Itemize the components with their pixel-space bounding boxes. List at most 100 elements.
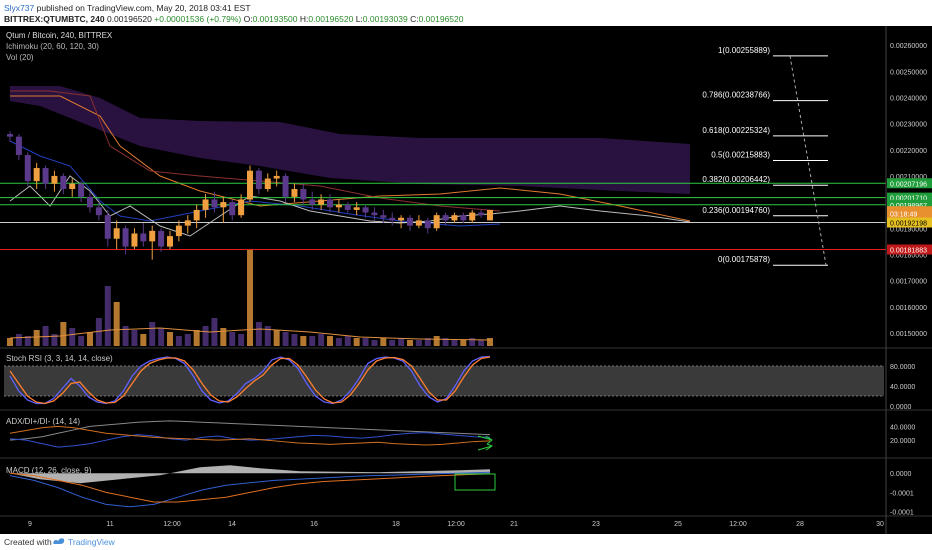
price-tag bbox=[887, 178, 932, 189]
candle bbox=[247, 170, 253, 200]
chart-area[interactable]: 1(0.00255889) 0.786(0.00238766) 0.618(0.00… bbox=[0, 26, 932, 534]
volume-bar bbox=[460, 340, 467, 346]
candle bbox=[7, 134, 13, 137]
price-tag-label: 0.00201710 bbox=[890, 196, 927, 203]
candle bbox=[362, 207, 369, 213]
senkou-span-line bbox=[10, 95, 691, 222]
candle bbox=[487, 209, 493, 221]
open-label: O: bbox=[243, 14, 253, 24]
volume-bar bbox=[487, 338, 493, 346]
adx-tick-label: 40.0000 bbox=[890, 424, 915, 431]
stoch-series-line bbox=[9, 355, 491, 405]
volume-bar bbox=[229, 332, 236, 346]
price-tick-label: 0.00240000 bbox=[890, 95, 927, 102]
volume-bar bbox=[15, 334, 22, 346]
price-pane[interactable]: 1(0.00255889) 0.786(0.00238766) 0.618(0.00… bbox=[0, 46, 886, 346]
volume-bar bbox=[33, 330, 40, 346]
adx-pane[interactable] bbox=[9, 420, 494, 451]
candle bbox=[398, 217, 405, 221]
candle bbox=[220, 202, 227, 208]
fib-level-label: 1(0.00255889) bbox=[718, 46, 770, 55]
volume-bar bbox=[69, 328, 76, 346]
chart-svg[interactable]: 1(0.00255889) 0.786(0.00238766) 0.618(0.00… bbox=[0, 26, 932, 534]
open-value: 0.00193500 bbox=[252, 14, 298, 24]
volume-bar bbox=[424, 338, 431, 346]
stoch-legend: Stoch RSI (3, 3, 14, 14, close) bbox=[6, 354, 113, 363]
volume-bar bbox=[264, 326, 271, 346]
candle bbox=[300, 189, 307, 200]
tradingview-brand-link[interactable]: TradingView bbox=[68, 537, 115, 547]
volume-bar bbox=[247, 250, 253, 346]
stoch-pane[interactable] bbox=[4, 355, 884, 405]
price-tag bbox=[887, 244, 932, 255]
volume-ma-line bbox=[9, 327, 491, 341]
macd-histogram bbox=[10, 465, 490, 484]
macd-pane[interactable] bbox=[9, 465, 496, 508]
volume-bar bbox=[273, 330, 280, 346]
created-with-text: Created with bbox=[4, 537, 52, 547]
volume-bar bbox=[140, 334, 147, 346]
time-tick-label: 14 bbox=[228, 521, 236, 528]
candle bbox=[353, 207, 360, 210]
candle bbox=[327, 199, 333, 208]
adx-series-line bbox=[9, 420, 491, 441]
stoch-tick-label: 40.0000 bbox=[890, 384, 915, 391]
candle bbox=[78, 183, 85, 197]
change-value: +0.00001536 (+0.79%) bbox=[154, 14, 242, 24]
volume-bar bbox=[282, 332, 289, 346]
candle bbox=[469, 212, 476, 221]
volume-bar bbox=[380, 338, 387, 346]
price-tick-label: 0.00220000 bbox=[890, 148, 927, 155]
adx-legend: ADX/DI+/DI- (14, 14) bbox=[6, 417, 80, 426]
candle bbox=[344, 204, 351, 210]
time-tick-label: 12:00 bbox=[447, 521, 465, 528]
candle bbox=[282, 175, 289, 197]
macd-highlight-box bbox=[454, 473, 496, 491]
candle bbox=[122, 228, 129, 247]
volume-bar bbox=[389, 340, 396, 346]
volume-bar bbox=[158, 328, 165, 346]
candle bbox=[460, 215, 467, 221]
candle bbox=[158, 230, 165, 247]
candle bbox=[175, 225, 182, 237]
volume-bar bbox=[104, 286, 111, 346]
volume-bar bbox=[291, 334, 298, 346]
volume-bar bbox=[7, 338, 13, 346]
price-tag bbox=[887, 199, 932, 210]
candle bbox=[424, 220, 431, 229]
price-tag bbox=[887, 217, 932, 228]
price-tag bbox=[887, 192, 932, 203]
candle bbox=[371, 212, 378, 216]
volume-bar bbox=[202, 326, 209, 346]
volume-bar bbox=[415, 340, 422, 346]
vol-legend: Vol (20) bbox=[6, 53, 34, 62]
adx-arrow-icon bbox=[477, 435, 493, 445]
candle bbox=[42, 168, 49, 184]
candle bbox=[478, 212, 485, 216]
volume-bar bbox=[184, 334, 191, 346]
adx-arrow-icon bbox=[477, 443, 494, 451]
candle bbox=[202, 199, 209, 210]
candle bbox=[149, 230, 156, 242]
candle bbox=[433, 215, 440, 229]
candle bbox=[335, 204, 342, 208]
volume-bar bbox=[371, 340, 378, 346]
stoch-tick-label: 0.0000 bbox=[890, 404, 912, 411]
price-tag-label: 03:18:49 bbox=[890, 212, 917, 219]
macd-legend: MACD (12, 26, close, 9) bbox=[6, 466, 92, 475]
volume-bar bbox=[131, 330, 138, 346]
macd-tick-label: 0.0000 bbox=[890, 471, 912, 478]
time-tick-label: 21 bbox=[510, 521, 518, 528]
author-link[interactable]: Slyx737 bbox=[4, 3, 35, 13]
time-tick-label: 12:00 bbox=[729, 521, 747, 528]
main-legend-title: Qtum / Bitcoin, 240, BITTREX bbox=[6, 31, 113, 40]
candle bbox=[69, 183, 76, 189]
volume-bar bbox=[344, 336, 351, 346]
candle bbox=[60, 175, 67, 189]
volume-bar bbox=[433, 336, 440, 346]
low-value: 0.00193039 bbox=[362, 14, 408, 24]
candle bbox=[309, 199, 316, 205]
fib-level-label: 0.382(0.00206442) bbox=[702, 175, 770, 184]
candle bbox=[140, 233, 147, 242]
volume-bar bbox=[362, 338, 369, 346]
